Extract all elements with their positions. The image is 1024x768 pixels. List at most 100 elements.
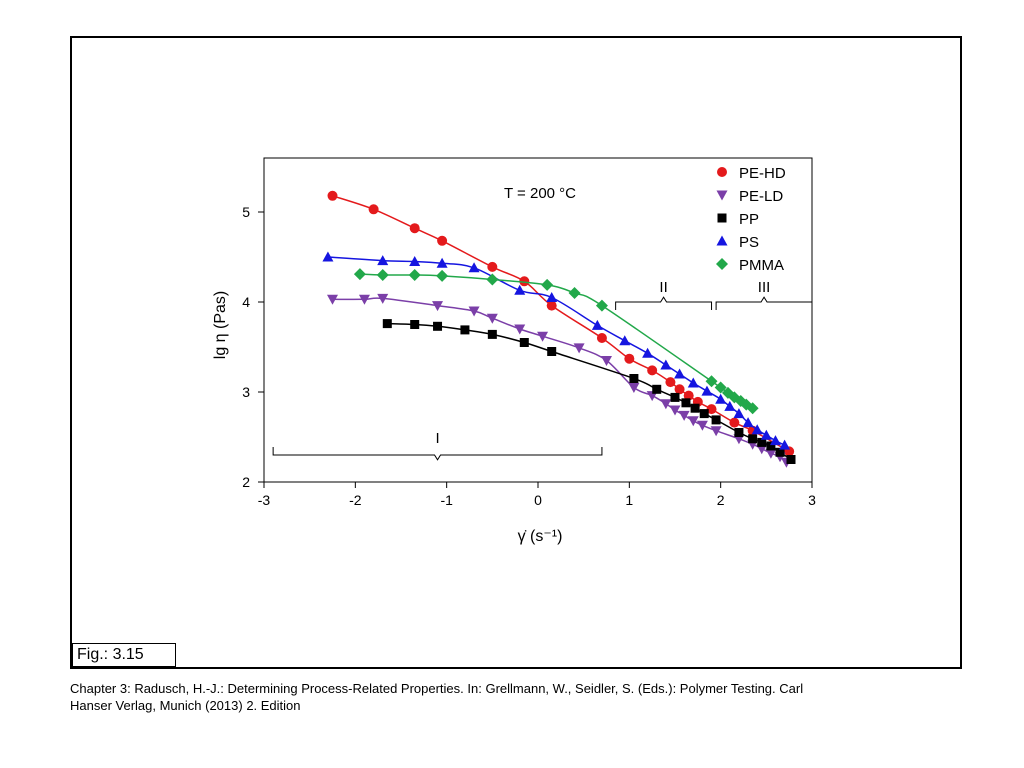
x-tick-label: 2 bbox=[717, 492, 725, 508]
data-point-ps bbox=[724, 400, 736, 411]
data-point-pp bbox=[734, 428, 744, 437]
data-point-pe-ld bbox=[537, 331, 549, 342]
y-tick-label: 3 bbox=[242, 384, 250, 400]
legend-label: PMMA bbox=[739, 257, 784, 274]
data-point-pp bbox=[652, 384, 662, 394]
data-point-pp bbox=[786, 455, 796, 464]
data-point-pmma bbox=[714, 381, 727, 394]
legend-item-pmma: PMMA bbox=[716, 257, 784, 274]
data-point-pmma bbox=[705, 375, 718, 388]
data-point-ps bbox=[377, 255, 389, 266]
data-point-pe-hd bbox=[487, 261, 498, 272]
data-point-pp bbox=[757, 437, 767, 447]
figure-caption: Chapter 3: Radusch, H.-J.: Determining P… bbox=[70, 680, 970, 714]
data-point-pe-ld bbox=[687, 416, 699, 427]
data-point-ps bbox=[591, 319, 603, 330]
data-point-pe-hd bbox=[437, 235, 448, 246]
data-point-pp bbox=[670, 392, 680, 402]
data-point-pe-ld bbox=[468, 306, 480, 317]
legend-marker bbox=[717, 167, 727, 177]
legend-label: PE-LD bbox=[739, 188, 783, 205]
data-point-pe-hd bbox=[674, 384, 685, 395]
legend-item-pe-ld: PE-LD bbox=[716, 188, 783, 205]
region-brace bbox=[715, 296, 813, 310]
legend-item-pe-hd: PE-HD bbox=[717, 165, 786, 182]
caption-line-1: Chapter 3: Radusch, H.-J.: Determining P… bbox=[70, 681, 804, 696]
x-axis-title: γ̇ (s⁻¹) bbox=[518, 528, 563, 545]
data-point-ps bbox=[514, 284, 526, 295]
data-point-pp bbox=[699, 409, 709, 419]
x-tick-label: -1 bbox=[440, 492, 453, 508]
data-point-ps bbox=[751, 424, 763, 435]
data-point-pe-ld bbox=[601, 356, 612, 366]
data-point-pp bbox=[410, 320, 420, 329]
data-point-pe-ld bbox=[432, 301, 444, 312]
data-point-pmma bbox=[353, 268, 366, 281]
data-point-pe-hd bbox=[647, 365, 658, 376]
data-point-pp bbox=[711, 415, 721, 425]
data-point-ps bbox=[468, 262, 480, 273]
legend-label: PS bbox=[739, 234, 759, 251]
data-point-pe-ld bbox=[573, 343, 585, 354]
y-tick-label: 2 bbox=[242, 474, 250, 490]
data-point-pmma bbox=[568, 287, 581, 299]
x-tick-label: -3 bbox=[258, 492, 271, 508]
data-point-pmma bbox=[746, 402, 759, 415]
data-point-ps bbox=[322, 251, 334, 262]
data-point-pe-ld bbox=[486, 313, 498, 324]
legend-marker bbox=[716, 258, 728, 270]
legend-marker bbox=[717, 213, 727, 223]
data-point-pp bbox=[460, 325, 470, 335]
data-point-pe-hd bbox=[368, 204, 379, 215]
region-brace bbox=[615, 296, 713, 310]
figure-frame bbox=[70, 36, 962, 669]
legend-marker bbox=[716, 235, 728, 246]
data-point-pe-hd bbox=[596, 333, 607, 343]
data-point-pe-ld bbox=[765, 448, 777, 459]
figure-label: Fig.: 3.15 bbox=[72, 643, 176, 667]
y-axis-title: lg η (Pas) bbox=[212, 291, 229, 359]
data-point-pe-hd bbox=[409, 223, 420, 234]
data-point-pe-ld bbox=[710, 426, 722, 437]
legend-label: PE-HD bbox=[739, 165, 786, 182]
data-point-ps bbox=[409, 256, 421, 266]
data-point-pp bbox=[681, 398, 691, 408]
data-point-pp bbox=[433, 321, 443, 331]
region-brace bbox=[272, 447, 603, 461]
data-point-pmma bbox=[595, 299, 608, 312]
data-point-ps bbox=[687, 377, 699, 388]
data-point-pmma bbox=[408, 269, 421, 281]
data-point-pp bbox=[690, 403, 700, 413]
data-point-ps bbox=[660, 359, 672, 370]
data-point-pp bbox=[547, 347, 557, 356]
legend-item-pp: PP bbox=[717, 211, 759, 228]
data-point-pp bbox=[748, 434, 758, 444]
data-point-ps bbox=[779, 439, 791, 450]
data-point-ps bbox=[674, 368, 686, 379]
series-line-pe-ld bbox=[332, 297, 787, 463]
caption-line-2: Hanser Verlag, Munich (2013) 2. Edition bbox=[70, 698, 301, 713]
x-tick-label: 3 bbox=[808, 492, 816, 508]
data-point-pp bbox=[382, 319, 392, 329]
data-point-pp bbox=[629, 374, 639, 383]
data-point-ps bbox=[642, 347, 654, 358]
data-point-pe-hd bbox=[683, 390, 694, 401]
data-point-pp bbox=[487, 329, 497, 339]
data-point-pe-ld bbox=[628, 383, 640, 393]
data-point-pe-ld bbox=[514, 324, 526, 335]
data-point-pe-ld bbox=[678, 410, 690, 421]
data-point-pmma bbox=[486, 273, 499, 286]
data-point-pmma bbox=[436, 269, 449, 282]
data-point-pe-hd bbox=[665, 377, 676, 388]
data-point-pp bbox=[775, 447, 785, 457]
data-point-pe-hd bbox=[624, 353, 635, 364]
data-point-pe-hd bbox=[546, 300, 557, 311]
data-point-ps bbox=[760, 429, 772, 440]
data-point-ps bbox=[546, 292, 558, 302]
data-point-pe-hd bbox=[519, 276, 530, 287]
data-point-pp bbox=[519, 338, 529, 347]
data-point-pmma bbox=[541, 278, 554, 291]
data-point-pp bbox=[766, 441, 776, 451]
